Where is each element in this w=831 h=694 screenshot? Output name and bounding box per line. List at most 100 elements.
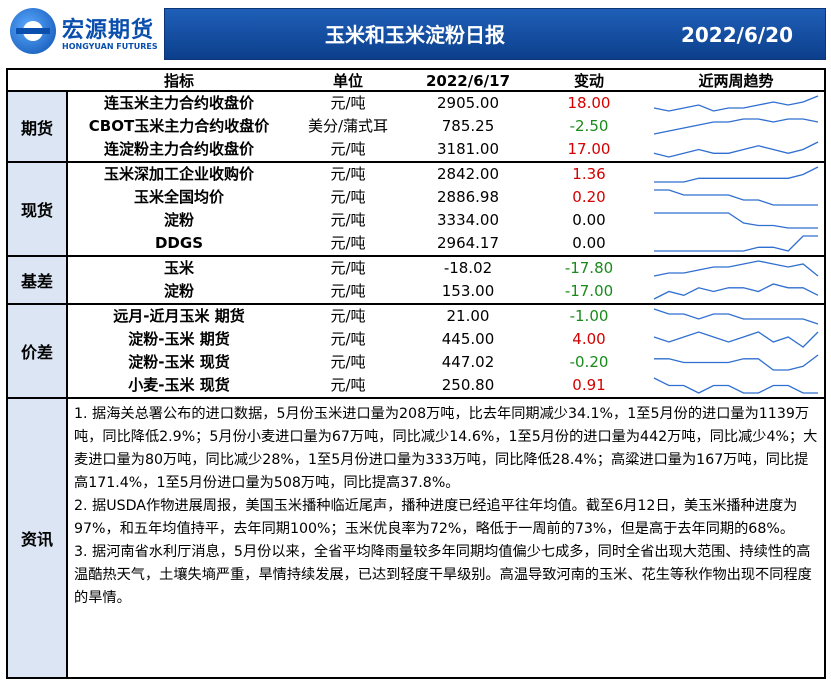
- trend-sparkline: [648, 163, 824, 186]
- change-cell: -1.00: [569, 307, 609, 325]
- unit-cell: 元/吨: [330, 330, 366, 348]
- table-row: 淀粉 元/吨 153.00 -17.00: [8, 280, 824, 303]
- indicator-name: 淀粉: [163, 282, 194, 300]
- value-cell: 2964.17: [436, 234, 500, 252]
- logo-emblem-icon: [10, 8, 56, 54]
- column-headers: 指标 单位 2022/6/17 变动 近两周趋势: [8, 70, 824, 92]
- indicator-name: 淀粉-玉米 现货: [128, 353, 230, 371]
- value-cell: 3334.00: [436, 211, 500, 229]
- sparkline-line: [653, 118, 819, 135]
- sparkline-line: [653, 331, 819, 348]
- indicator-name: 玉米: [163, 259, 194, 277]
- value-cell: -18.02: [443, 259, 493, 277]
- sparkline-line: [653, 260, 819, 277]
- unit-cell: 元/吨: [330, 353, 366, 371]
- value-cell: 250.80: [441, 376, 495, 394]
- col-header-change: 变动: [573, 72, 604, 90]
- value-cell: 21.00: [446, 307, 490, 325]
- value-cell: 153.00: [441, 282, 495, 300]
- trend-sparkline: [648, 305, 824, 328]
- table-row: 小麦-玉米 现货 元/吨 250.80 0.91: [8, 374, 824, 397]
- group-label: 基差: [8, 257, 68, 303]
- sparkline-line: [654, 166, 819, 183]
- col-header-date: 2022/6/17: [425, 72, 511, 90]
- value-cell: 785.25: [441, 117, 495, 135]
- news-body: 1. 据海关总署公布的进口数据，5月份玉米进口量为208万吨，比去年同期减少34…: [74, 403, 822, 610]
- group-label: 价差: [8, 305, 68, 397]
- col-header-indicator: 指标: [163, 72, 194, 90]
- news-section: 资讯 1. 据海关总署公布的进口数据，5月份玉米进口量为208万吨，比去年同期减…: [8, 399, 824, 677]
- value-cell: 2886.98: [436, 188, 500, 206]
- change-cell: -0.20: [569, 353, 609, 371]
- trend-sparkline: [648, 92, 824, 115]
- unit-cell: 元/吨: [330, 165, 366, 183]
- table-row: CBOT玉米主力合约收盘价 美分/蒲式耳 785.25 -2.50: [8, 115, 824, 138]
- indicator-name: 玉米深加工企业收购价: [103, 165, 254, 183]
- trend-sparkline: [648, 209, 824, 232]
- group-3: 价差 远月-近月玉米 期货 元/吨 21.00 -1.00 淀粉-玉米 期货 元/吨 445.…: [8, 305, 824, 399]
- sparkline-line: [653, 377, 818, 394]
- unit-cell: 元/吨: [330, 307, 366, 325]
- table-row: 远月-近月玉米 期货 元/吨 21.00 -1.00: [8, 305, 824, 328]
- unit-cell: 元/吨: [330, 259, 366, 277]
- group-0: 期货 连玉米主力合约收盘价 元/吨 2905.00 18.00 CBOT玉米主力合约收盘价…: [8, 92, 824, 163]
- logo-english-name: HONGYUAN FUTURES: [62, 42, 158, 51]
- col-header-trend: 近两周趋势: [698, 72, 774, 90]
- change-cell: 0.20: [572, 188, 606, 206]
- col-header-unit: 单位: [332, 72, 363, 90]
- trend-sparkline: [648, 138, 824, 161]
- value-cell: 2842.00: [436, 165, 500, 183]
- change-cell: -2.50: [569, 117, 609, 135]
- report-date: 2022/6/20: [680, 23, 793, 47]
- trend-sparkline: [648, 280, 824, 303]
- trend-sparkline: [648, 257, 824, 280]
- sparkline-line: [653, 308, 819, 325]
- indicator-name: 小麦-玉米 现货: [128, 376, 230, 394]
- sparkline-line: [653, 141, 819, 158]
- group-label: 期货: [8, 92, 68, 161]
- news-paragraph-2: 2. 据USDA作物进展周报，美国玉米播种临近尾声，播种进度已经追平往年均值。截…: [74, 498, 798, 537]
- change-cell: 0.91: [572, 376, 606, 394]
- value-cell: 447.02: [441, 353, 495, 371]
- sparkline-line: [654, 212, 818, 229]
- table-row: 连玉米主力合约收盘价 元/吨 2905.00 18.00: [8, 92, 824, 115]
- sparkline-line: [654, 235, 818, 252]
- group-1: 现货 玉米深加工企业收购价 元/吨 2842.00 1.36 玉米全国均价 元/吨 2886.…: [8, 163, 824, 257]
- indicator-name: 淀粉: [163, 211, 194, 229]
- table-row: 玉米 元/吨 -18.02 -17.80: [8, 257, 824, 280]
- unit-cell: 元/吨: [330, 234, 366, 252]
- change-cell: 0.00: [572, 234, 606, 252]
- change-cell: -17.00: [564, 282, 614, 300]
- news-paragraph-3: 3. 据河南省水利厅消息，5月份以来，全省平均降雨量较多年同期均值偏少七成多，同…: [74, 544, 812, 606]
- trend-sparkline: [648, 351, 824, 374]
- table-row: 淀粉-玉米 期货 元/吨 445.00 4.00: [8, 328, 824, 351]
- group-label: 现货: [8, 163, 68, 255]
- table-row: DDGS 元/吨 2964.17 0.00: [8, 232, 824, 255]
- title-band: 玉米和玉米淀粉日报 2022/6/20: [164, 8, 826, 60]
- unit-cell: 元/吨: [330, 282, 366, 300]
- indicator-name: 玉米全国均价: [133, 188, 224, 206]
- trend-sparkline: [648, 374, 824, 397]
- unit-cell: 美分/蒲式耳: [307, 117, 389, 135]
- change-cell: 17.00: [567, 140, 611, 158]
- table-row: 淀粉 元/吨 3334.00 0.00: [8, 209, 824, 232]
- value-cell: 445.00: [441, 330, 495, 348]
- unit-cell: 元/吨: [330, 188, 366, 206]
- value-cell: 3181.00: [436, 140, 500, 158]
- trend-sparkline: [648, 328, 824, 351]
- group-2: 基差 玉米 元/吨 -18.02 -17.80 淀粉 元/吨 153.00 -17.00: [8, 257, 824, 305]
- change-cell: -17.80: [564, 259, 614, 277]
- indicator-name: 连淀粉主力合约收盘价: [103, 140, 254, 158]
- data-table: 指标 单位 2022/6/17 变动 近两周趋势 期货 连玉米主力合约收盘价 元/吨…: [6, 68, 826, 679]
- report-header: 宏源期货 HONGYUAN FUTURES 玉米和玉米淀粉日报 2022/6/2…: [0, 0, 831, 68]
- sparkline-line: [654, 189, 818, 206]
- trend-sparkline: [648, 115, 824, 138]
- logo-chinese-name: 宏源期货: [62, 18, 155, 43]
- news-paragraph-1: 1. 据海关总署公布的进口数据，5月份玉米进口量为208万吨，比去年同期减少34…: [74, 406, 818, 491]
- unit-cell: 元/吨: [330, 211, 366, 229]
- table-row: 淀粉-玉米 现货 元/吨 447.02 -0.20: [8, 351, 824, 374]
- table-groups: 期货 连玉米主力合约收盘价 元/吨 2905.00 18.00 CBOT玉米主力合约收盘价…: [8, 92, 824, 399]
- unit-cell: 元/吨: [330, 140, 366, 158]
- value-cell: 2905.00: [436, 94, 500, 112]
- trend-sparkline: [648, 186, 824, 209]
